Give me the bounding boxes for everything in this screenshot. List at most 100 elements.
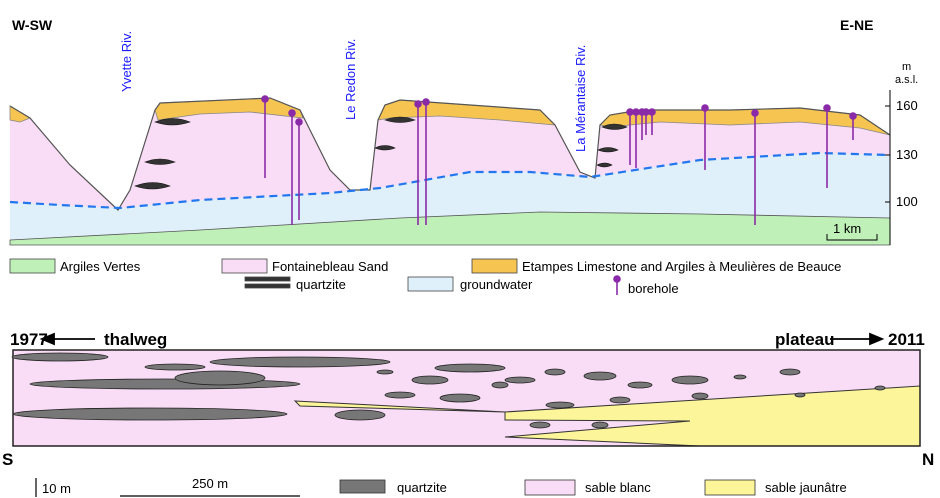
borehole-part [849, 112, 857, 120]
quartzite-lens-part [12, 407, 288, 421]
side-label: S [2, 450, 13, 469]
start-year: 1977 [10, 330, 48, 349]
quartzite-lens-part [733, 374, 747, 380]
legend-borehole [613, 275, 621, 295]
direction-arrow-part [869, 332, 885, 346]
end-year: 2011 [888, 330, 925, 349]
legend-swatch-part [339, 479, 386, 494]
borehole-part [422, 98, 430, 106]
quartzite-lens-part [134, 182, 171, 190]
quartzite-lens-part [691, 392, 709, 400]
quartzite-lens-part [601, 123, 628, 130]
legend-label: borehole [628, 281, 679, 296]
section-body-part [12, 349, 921, 447]
borehole-part [295, 118, 303, 126]
quartzite-lens-part [529, 421, 551, 429]
scale-label: 1 km [833, 221, 861, 236]
quartzite-lens-part [384, 116, 416, 123]
legend-swatch [339, 479, 756, 496]
start-label: thalweg [104, 330, 167, 349]
borehole-part [632, 108, 640, 116]
scale-bar [35, 478, 300, 497]
quartzite-lens-part [411, 375, 449, 385]
quartzite-lens-part [504, 376, 536, 384]
legend-label: Argiles Vertes [60, 259, 141, 274]
legend-swatch-part [524, 479, 576, 496]
direction-arrow-part [39, 332, 55, 346]
profile-geology [9, 97, 891, 246]
legend-swatch-part [221, 258, 268, 274]
section-body-part [293, 400, 506, 413]
borehole-part [823, 104, 831, 112]
quartzite-lens-part [376, 369, 394, 375]
axis-tick-label: 160 [896, 98, 918, 113]
borehole-part [414, 100, 422, 108]
quartzite-lens-part [609, 396, 631, 404]
legend-label: Etampes Limestone and Argiles à Meulière… [522, 259, 841, 274]
legend-swatch-part [407, 276, 454, 292]
quartzite-lens-part [491, 381, 509, 389]
borehole-part [751, 109, 759, 117]
profile-geology-part [9, 151, 891, 210]
profile-geology-part [9, 211, 891, 246]
quartzite-lens-part [209, 356, 391, 368]
direction-left: W-SW [12, 17, 53, 33]
legend-label: Fontainebleau Sand [272, 259, 388, 274]
legend-swatch [9, 258, 518, 292]
quartzite-lens-part [874, 385, 886, 391]
scale-label: 250 m [192, 476, 228, 491]
quartzite-lens-part [334, 409, 386, 421]
axis-tick-label: 100 [896, 194, 918, 209]
legend-swatch-part [244, 276, 291, 282]
borehole-part [288, 109, 296, 117]
quartzite-lens-part [597, 147, 619, 153]
quartzite-lens-part [794, 392, 806, 398]
side-label: N [922, 450, 934, 469]
quartzite-lens-part [434, 363, 506, 373]
quartzite-lens-part [174, 370, 266, 386]
quartzite-lens-part [545, 401, 575, 409]
quartzite-lens [134, 116, 628, 190]
quartzite-lens-part [671, 375, 709, 385]
legend-label: sable jaunâtre [765, 480, 847, 495]
quartzite-lens [11, 352, 886, 429]
borehole-part [648, 108, 656, 116]
quartzite-lens-part [591, 421, 609, 429]
borehole-part [642, 108, 650, 116]
legend-swatch-part [471, 258, 518, 274]
direction-arrow [39, 332, 885, 346]
river-label: Yvette Riv. [119, 31, 134, 92]
end-label: plateau [775, 330, 835, 349]
quartzite-lens-part [154, 118, 191, 126]
legend-swatch-part [9, 258, 56, 274]
borehole-part [701, 104, 709, 112]
quartzite-lens-part [779, 368, 801, 376]
quartzite-lens-part [144, 158, 176, 165]
quartzite-lens-part [11, 352, 109, 362]
axis-tick-label: 130 [896, 147, 918, 162]
borehole [261, 95, 857, 225]
quartzite-lens-part [374, 145, 396, 151]
river-label: Le Redon Riv. [343, 39, 358, 120]
borehole-part [626, 108, 634, 116]
legend-label: quartzite [397, 480, 447, 495]
legend-swatch-part [704, 479, 756, 496]
quartzite-lens-part [144, 363, 206, 371]
quartzite-lens-part [439, 393, 481, 403]
quartzite-lens-part [583, 371, 617, 381]
legend-label: quartzite [296, 277, 346, 292]
scale-label: 10 m [42, 481, 71, 496]
direction-right: E-NE [840, 17, 873, 33]
profile-axis [826, 90, 891, 245]
legend-swatch-part [244, 283, 291, 289]
borehole-part [261, 95, 269, 103]
quartzite-lens-part [384, 391, 416, 399]
quartzite-lens-part [627, 381, 653, 389]
legend-label: sable blanc [585, 480, 651, 495]
legend-label: groundwater [460, 277, 533, 292]
legend-borehole-part [613, 275, 621, 283]
quartzite-lens-part [544, 368, 566, 376]
quartzite-lens-part [596, 162, 613, 168]
profile-axis-part [826, 234, 878, 241]
